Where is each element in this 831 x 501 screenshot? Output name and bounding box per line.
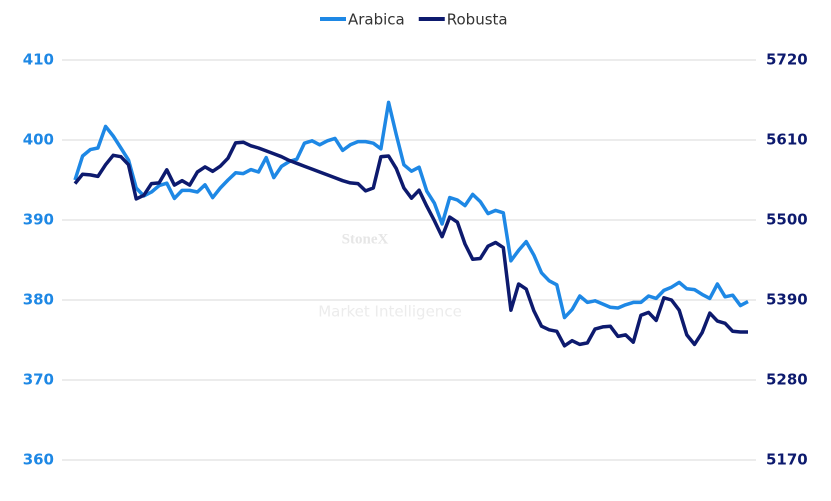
- series-line: [73, 100, 749, 320]
- watermark-subtitle: Market Intelligence: [318, 303, 462, 321]
- y-tick-label: 400: [23, 131, 54, 149]
- y-tick-label: 390: [23, 211, 54, 229]
- y2-tick-label: 5610: [766, 131, 808, 149]
- y2-tick-label: 5280: [766, 371, 808, 389]
- y2-tick-label: 5720: [766, 51, 808, 69]
- legend-label: Arabica: [348, 11, 405, 29]
- y-tick-label: 370: [23, 371, 54, 389]
- y2-tick-label: 5170: [766, 451, 808, 469]
- y-tick-label: 360: [23, 451, 54, 469]
- series-line: [73, 140, 748, 348]
- y2-tick-label: 5500: [766, 211, 808, 229]
- y-tick-label: 380: [23, 291, 54, 309]
- watermark-title: StoneX: [342, 231, 389, 247]
- y2-tick-label: 5390: [766, 291, 808, 309]
- y-tick-label: 410: [23, 51, 54, 69]
- legend-label: Robusta: [447, 11, 508, 29]
